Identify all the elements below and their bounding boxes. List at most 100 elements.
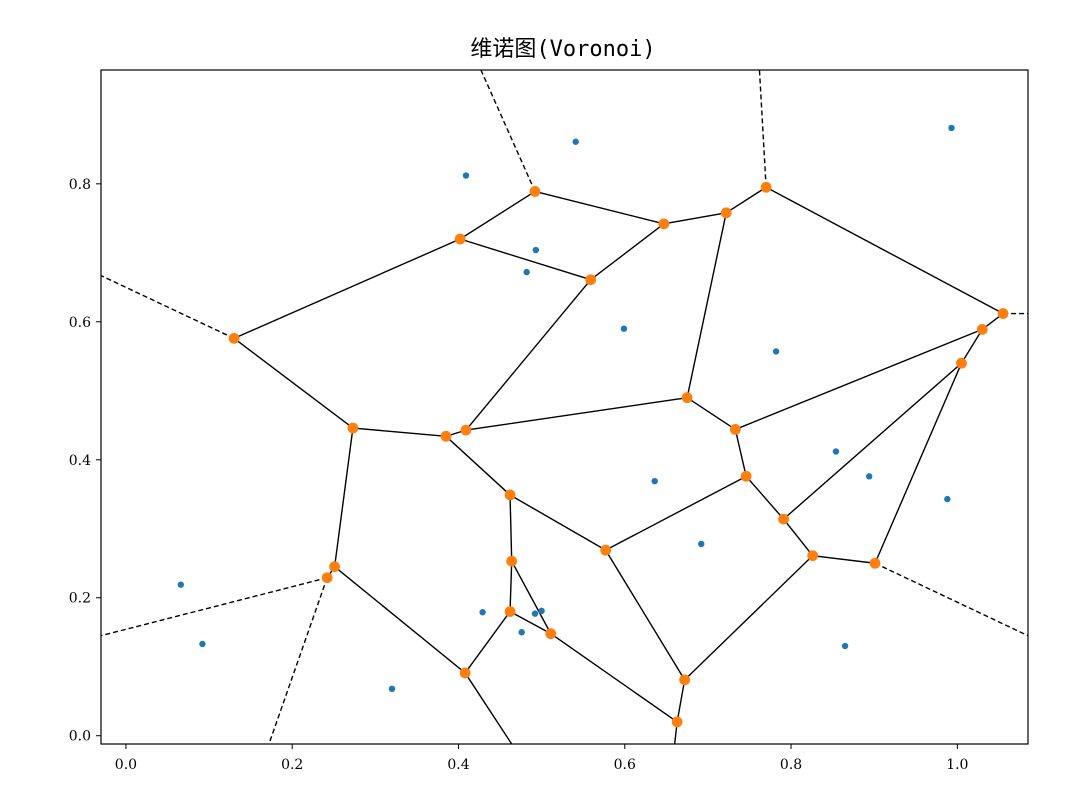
ridge-line <box>459 238 591 281</box>
ridge-line <box>676 679 686 723</box>
ridge-line <box>960 329 983 364</box>
input-point <box>538 607 545 615</box>
chart-title: 维诺图(Voronoi) <box>470 37 655 62</box>
ridge-dashed-line <box>268 577 328 744</box>
voronoi-vertex <box>729 424 741 435</box>
voronoi-vertex <box>347 422 359 434</box>
voronoi-vertex <box>720 207 732 219</box>
ticks-layer: 0.0 0.2 0.4 0.6 0.8 1.0 0.0 0.2 0.4 0.6 0.8 <box>69 177 969 773</box>
y-tick-label: 0.0 <box>69 729 91 745</box>
ridge-line <box>445 435 511 496</box>
input-point <box>772 348 780 355</box>
ridge-line <box>233 337 354 429</box>
y-tick-label: 0.2 <box>69 591 91 607</box>
ridge-line <box>352 427 447 438</box>
input-point <box>948 124 955 132</box>
voronoi-vertex <box>504 489 516 501</box>
voronoi-vertex <box>321 572 333 584</box>
ridge-dashed-line <box>101 577 328 637</box>
input-point <box>199 640 206 648</box>
voronoi-vertex <box>440 430 452 442</box>
ridge-line <box>333 427 354 567</box>
input-point <box>698 540 705 548</box>
voronoi-vertex <box>228 332 240 344</box>
x-tick-label: 0.0 <box>115 757 137 773</box>
ridge-line <box>465 279 592 431</box>
ridge-line <box>509 494 607 551</box>
ridge-line <box>783 362 962 520</box>
ridge-line <box>686 397 736 431</box>
ridge-line <box>509 494 513 562</box>
input-point <box>532 246 540 254</box>
input-point <box>462 172 470 179</box>
y-tick-label: 0.8 <box>69 177 91 193</box>
x-tick-label: 1.0 <box>946 757 968 773</box>
voronoi-vertex <box>329 561 341 573</box>
ridge-line <box>663 212 727 225</box>
ridge-line <box>745 475 785 520</box>
voronoi-vertex <box>679 674 691 686</box>
ridges-layer <box>101 70 1028 744</box>
input-point <box>177 581 185 588</box>
ridge-line <box>812 554 876 564</box>
ridge-dashed-line <box>758 70 767 188</box>
voronoi-vertex <box>585 274 597 286</box>
ridge-line <box>605 475 747 551</box>
ridge-line <box>590 223 665 281</box>
voronoi-vertex <box>600 544 612 556</box>
input-point <box>518 629 525 636</box>
x-tick-label: 0.8 <box>780 757 802 773</box>
voronoi-vertex <box>454 233 466 245</box>
ridge-dashed-line <box>874 562 1028 637</box>
ridge-line <box>735 328 983 431</box>
voronoi-vertex <box>976 323 988 335</box>
ridge-line <box>459 190 536 240</box>
input-point <box>944 495 951 503</box>
ridge-line <box>233 238 461 339</box>
voronoi-vertex <box>760 181 772 193</box>
voronoi-vertex <box>671 716 683 728</box>
voronoi-vertex <box>658 218 670 230</box>
input-point <box>620 325 628 332</box>
voronoi-vertex <box>997 308 1009 319</box>
ridge-line <box>783 518 814 557</box>
voronoi-vertex <box>529 186 541 197</box>
input-point <box>832 448 840 455</box>
points-layer <box>177 124 955 693</box>
ridge-line <box>550 633 678 723</box>
voronoi-vertex <box>956 357 967 369</box>
ridge-line <box>334 566 466 674</box>
voronoi-vertex <box>740 470 752 482</box>
ridge-line <box>509 561 513 612</box>
ridge-line <box>605 549 686 681</box>
ridge-line <box>686 212 727 398</box>
ridge-line <box>725 186 767 214</box>
ridge-line <box>464 611 511 674</box>
ridge-dashed-line <box>101 274 235 339</box>
voronoi-vertex <box>504 606 516 617</box>
vertices-layer <box>228 181 1009 728</box>
axes-frame <box>100 69 1029 745</box>
voronoi-vertex <box>506 555 518 567</box>
input-point <box>388 685 396 693</box>
input-point <box>866 473 873 480</box>
input-point <box>841 642 849 650</box>
voronoi-vertex <box>778 513 789 525</box>
ridge-line <box>534 190 665 225</box>
input-point <box>572 138 579 145</box>
ridge-line <box>874 362 963 564</box>
input-point <box>479 609 486 616</box>
voronoi-vertex <box>545 628 557 640</box>
x-tick-label: 0.4 <box>447 757 469 773</box>
ridge-line <box>464 672 513 744</box>
voronoi-vertex <box>869 557 881 569</box>
ridge-line <box>511 560 552 634</box>
ridge-line <box>734 429 747 477</box>
voronoi-vertex <box>807 550 819 562</box>
input-point <box>531 610 539 617</box>
voronoi-vertex <box>681 392 693 404</box>
x-tick-label: 0.6 <box>614 757 636 773</box>
y-tick-label: 0.4 <box>69 453 91 469</box>
y-tick-label: 0.6 <box>69 315 91 331</box>
